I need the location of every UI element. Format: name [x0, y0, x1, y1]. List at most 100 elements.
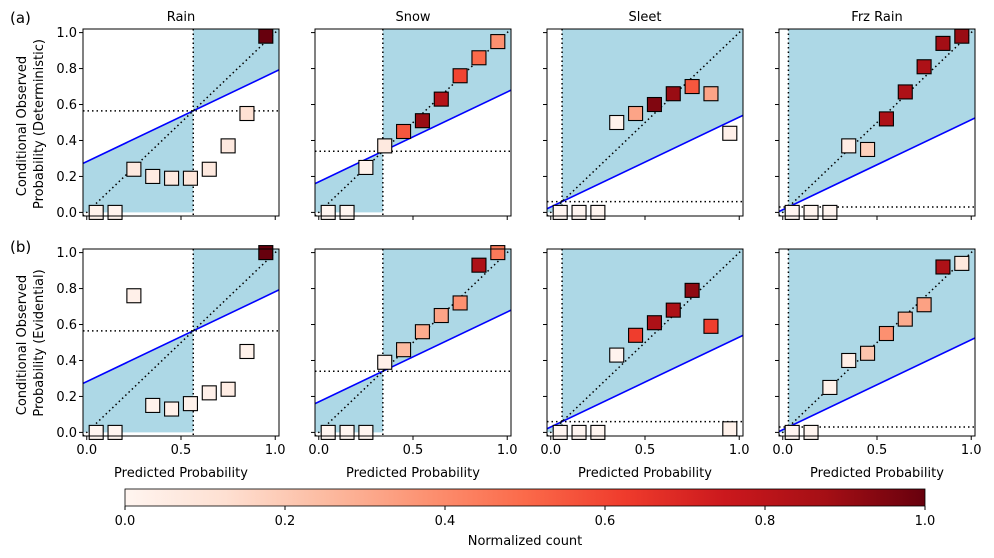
perfect-reliability-line	[547, 249, 743, 436]
panel-a-rain: 0.0 0.2 0.4 0.6 0.8 1.0	[56, 26, 280, 221]
data-point	[490, 245, 506, 261]
data-point	[182, 170, 198, 186]
data-point	[258, 245, 274, 261]
data-point	[239, 105, 255, 122]
data-point	[164, 401, 180, 417]
x-tick-label: 0.5	[403, 443, 424, 458]
data-point	[609, 347, 625, 363]
data-point	[552, 204, 568, 220]
data-point	[935, 35, 951, 51]
skill-region	[83, 110, 194, 213]
skill-region	[315, 371, 383, 433]
data-point	[916, 297, 932, 313]
data-point	[358, 159, 374, 176]
panel-grid: 0.00.20.40.60.81.00.00.20.40.60.81.00.0 0…	[56, 26, 982, 458]
data-point	[396, 342, 412, 358]
x-axis-label: Predicted Probability	[114, 466, 248, 481]
data-point	[414, 324, 430, 340]
no-skill-line	[315, 89, 511, 185]
perfect-reliability-line	[83, 249, 279, 436]
plot-area	[547, 249, 743, 436]
data-point	[571, 204, 587, 220]
data-point	[722, 125, 738, 141]
data-point	[590, 204, 606, 220]
colorbar-tick-label: 0.6	[595, 514, 616, 529]
data-point	[703, 318, 719, 334]
data-point	[396, 123, 412, 140]
data-point	[320, 204, 336, 220]
data-point	[841, 138, 857, 154]
data-point	[452, 68, 468, 84]
y-tick-label: 0.6	[56, 318, 77, 333]
row-a-ylabel: Conditional Observed Probability (Determ…	[15, 39, 47, 209]
data-point	[88, 424, 104, 440]
data-point	[201, 161, 217, 177]
data-point	[452, 295, 468, 311]
data-point	[220, 138, 236, 154]
data-point	[860, 141, 876, 158]
data-point	[954, 28, 970, 44]
x-axis-label: Predicted Probability	[810, 466, 944, 481]
colorbar-tick-label: 0.4	[435, 514, 456, 529]
data-point	[239, 343, 255, 360]
data-point	[107, 424, 123, 440]
y-tick-label: 1.0	[56, 26, 77, 41]
y-tick-label: 0.6	[56, 98, 77, 113]
perfect-reliability-line	[315, 249, 511, 436]
data-point	[646, 96, 662, 113]
data-point	[935, 259, 951, 275]
data-point	[377, 354, 393, 370]
panel-b-frz-rain: 0.0 0.5 1.0	[772, 248, 982, 458]
data-point	[722, 421, 738, 437]
colorbar-ticks: 0.0 0.2 0.4 0.6 0.8 1.0	[115, 506, 935, 529]
panel-b-rain: 0.0 0.2 0.4 0.6 0.8 1.0 0.0 0.5 1.0	[56, 245, 286, 458]
column-title-rain: Rain	[167, 10, 196, 25]
x-tick-label: 0.0	[772, 443, 793, 458]
colorbar-tick-label: 0.2	[275, 514, 296, 529]
x-tick-label: 0.0	[540, 443, 561, 458]
column-title-snow: Snow	[395, 10, 430, 25]
data-point	[145, 397, 161, 413]
data-point	[665, 86, 681, 102]
perfect-reliability-line	[83, 29, 279, 216]
x-tick-label: 0.5	[867, 443, 888, 458]
data-point	[339, 424, 355, 440]
data-point	[822, 204, 838, 220]
data-point	[609, 114, 625, 131]
data-point	[684, 78, 700, 95]
no-skill-line	[779, 337, 975, 433]
data-point	[552, 424, 568, 440]
data-point	[822, 379, 838, 396]
no-skill-line	[83, 289, 279, 385]
data-point	[471, 50, 487, 66]
skill-region	[83, 330, 194, 433]
data-point	[878, 111, 894, 127]
data-point	[784, 424, 800, 440]
data-point	[358, 424, 374, 440]
no-skill-line	[547, 114, 743, 210]
plot-area	[779, 29, 975, 216]
no-skill-line	[315, 309, 511, 405]
column-title-frz-rain: Frz Rain	[851, 10, 902, 25]
y-tick-label: 0.8	[56, 282, 77, 297]
perfect-reliability-line	[779, 249, 975, 436]
data-point	[182, 396, 198, 412]
data-point	[628, 327, 644, 343]
x-tick-label: 1.0	[961, 443, 982, 458]
data-point	[339, 204, 355, 220]
data-point	[145, 168, 161, 184]
data-point	[841, 352, 857, 369]
panel-a-frz-rain	[775, 28, 976, 220]
data-point	[107, 204, 123, 220]
data-point	[897, 311, 913, 327]
x-tick-label: 0.0	[308, 443, 329, 458]
y-tick-label: 0.8	[56, 62, 77, 77]
x-tick-label: 1.0	[729, 443, 750, 458]
data-point	[88, 204, 104, 220]
x-axis-labels: Predicted Probability Predicted Probabil…	[114, 466, 944, 481]
panel-a-snow	[311, 28, 512, 220]
y-tick-label: 0.4	[56, 354, 77, 369]
x-tick-label: 0.5	[635, 443, 656, 458]
data-point	[684, 282, 700, 298]
